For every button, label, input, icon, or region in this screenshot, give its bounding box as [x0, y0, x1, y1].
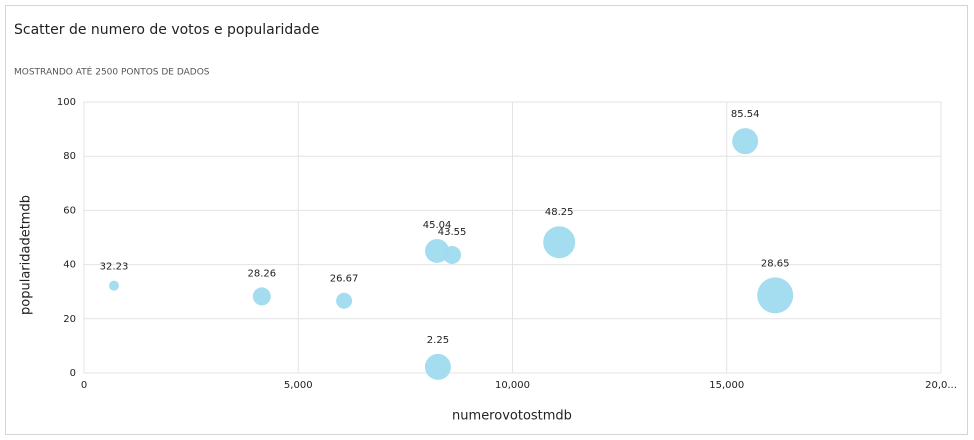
data-label: 45.04: [423, 220, 452, 231]
x-tick-label: 10,000: [495, 380, 530, 391]
x-tick-label: 5,000: [284, 380, 313, 391]
y-tick-label: 100: [57, 97, 76, 108]
data-label: 32.23: [100, 262, 129, 273]
bubble: [336, 292, 353, 309]
data-label: 43.55: [438, 227, 467, 238]
bubble: [424, 353, 451, 380]
chart-subtitle: MOSTRANDO ATÉ 2500 PONTOS DE DADOS: [14, 66, 210, 78]
bubble: [543, 226, 576, 259]
bubble: [443, 245, 462, 264]
data-label: 28.26: [248, 268, 277, 279]
x-tick-label: 15,000: [709, 380, 744, 391]
bubble: [757, 277, 794, 314]
data-label: 48.25: [545, 207, 574, 218]
card: [5, 5, 968, 435]
data-label: 28.65: [761, 258, 790, 269]
x-axis-label: numerovotostmdb: [452, 409, 572, 424]
bubble: [732, 128, 759, 155]
bubble: [425, 238, 450, 263]
x-tick-label: 0: [81, 380, 87, 391]
y-tick-label: 80: [63, 151, 76, 162]
bubble: [252, 287, 271, 306]
y-tick-label: 0: [70, 368, 76, 379]
chart-title: Scatter de numero de votos e popularidad…: [14, 22, 319, 38]
x-tick-label: 20,0...: [925, 380, 957, 391]
data-label: 2.25: [427, 335, 449, 346]
data-label: 26.67: [330, 274, 359, 285]
y-axis-label: popularidadetmdb: [19, 195, 34, 315]
y-tick-label: 40: [63, 260, 76, 271]
data-label: 85.54: [731, 109, 760, 120]
y-tick-label: 20: [63, 314, 76, 325]
y-tick-label: 60: [63, 205, 76, 216]
bubble: [108, 280, 119, 291]
